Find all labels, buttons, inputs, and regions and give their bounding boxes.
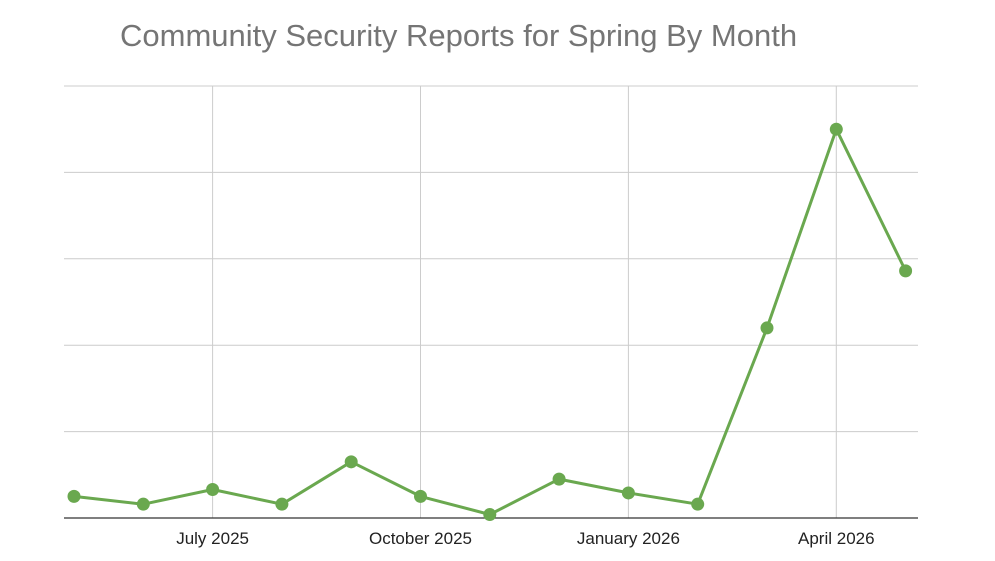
- x-tick-labels: July 2025 October 2025 January 2026 April 2…: [176, 529, 874, 548]
- data-point: [136, 497, 150, 511]
- x-tick-label: July 2025: [176, 529, 249, 548]
- data-point: [275, 497, 289, 511]
- chart-title: Community Security Reports for Spring By…: [120, 18, 798, 53]
- data-point: [691, 497, 705, 511]
- data-point: [414, 489, 427, 503]
- data-point: [621, 486, 635, 500]
- data-point: [344, 455, 358, 469]
- data-point: [760, 321, 774, 335]
- gridlines: [64, 85, 918, 518]
- data-point: [206, 482, 220, 496]
- data-point: [899, 264, 913, 278]
- data-point: [67, 489, 81, 503]
- data-point: [829, 122, 843, 136]
- x-tick-label: October 2025: [369, 529, 472, 548]
- data-point: [552, 472, 566, 486]
- data-point: [483, 508, 497, 522]
- x-tick-label: April 2026: [798, 529, 875, 548]
- x-tick-label: January 2026: [577, 529, 680, 548]
- series-line: [73, 127, 907, 516]
- series-layer: [67, 122, 913, 522]
